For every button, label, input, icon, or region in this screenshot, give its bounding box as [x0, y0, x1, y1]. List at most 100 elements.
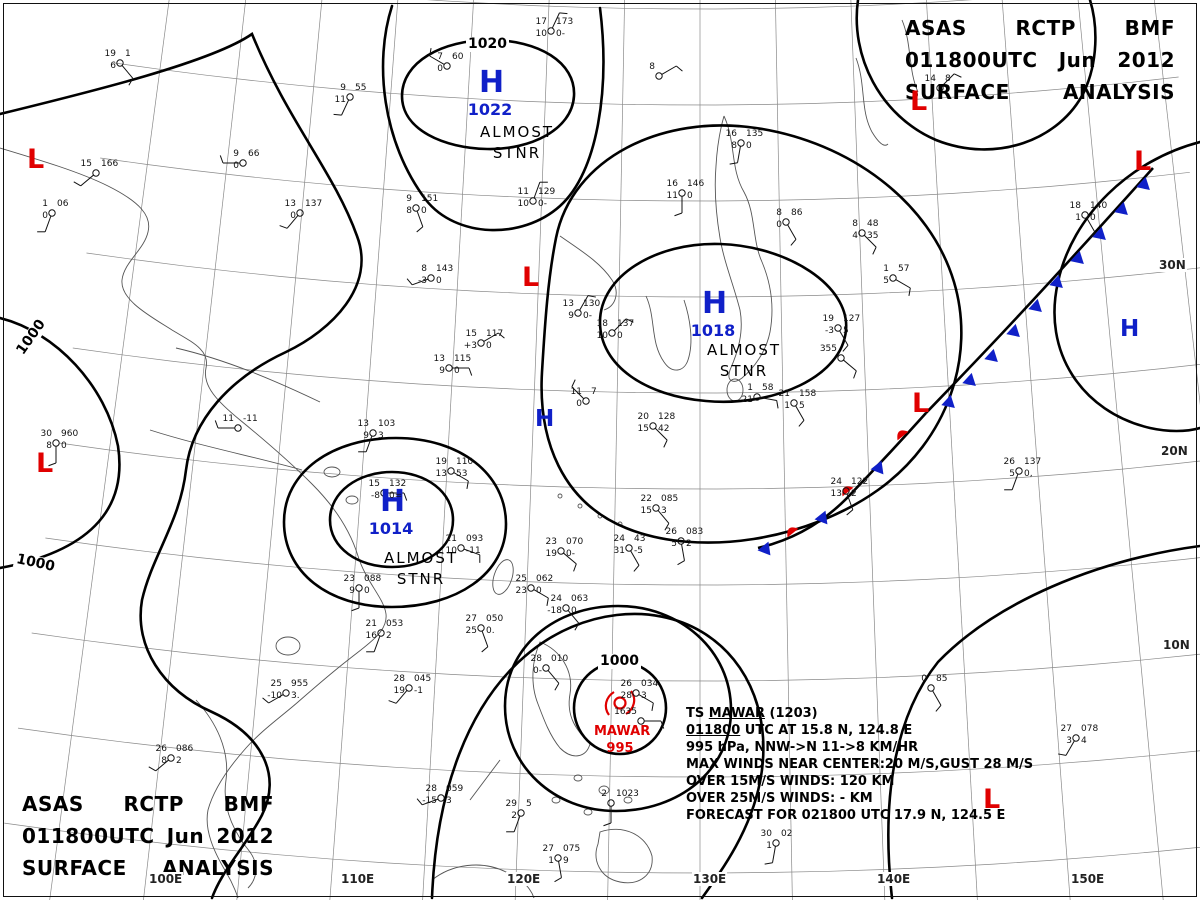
station-circle	[554, 854, 562, 862]
latitude-label: 10N	[1162, 638, 1191, 652]
station-dewpoint: 0	[233, 161, 239, 171]
station-temp: 26	[665, 527, 677, 537]
station-pressure: 143	[436, 264, 454, 274]
station-pressure: 059	[446, 784, 464, 794]
station-circle	[477, 339, 485, 347]
station-dewpoint: 19	[393, 686, 405, 696]
station-pressure: 129	[538, 187, 556, 197]
station-pressure: 1023	[616, 789, 639, 799]
wind-barb-shaft	[661, 65, 677, 75]
station-pressure: 062	[536, 574, 554, 584]
wind-barb-shaft	[863, 234, 877, 248]
parallel-line	[113, 62, 1179, 106]
title-block-bottom-left: ASAS RCTP BMF 011800UTC Jun 2012 SURFACE…	[22, 792, 274, 888]
wind-barb-tick	[1058, 753, 1067, 756]
wind-barb-tick	[776, 400, 779, 409]
station-dewpoint: 4	[852, 231, 858, 241]
station-pressure: 66	[248, 149, 260, 159]
longitude-label: 110E	[340, 872, 376, 886]
wind-barb-shaft	[760, 397, 777, 401]
station-dewpoint: 8	[46, 441, 52, 451]
station-pressure: 010	[551, 654, 569, 664]
longitude-label: 140E	[876, 872, 912, 886]
station-circle	[834, 324, 842, 332]
wind-barb-shaft	[395, 690, 408, 704]
title-line: ASAS RCTP BMF	[22, 792, 274, 816]
station-dewpoint: 28	[620, 691, 632, 701]
wind-barb-shaft	[533, 589, 549, 599]
cold-front-triangle	[814, 510, 828, 525]
wind-barb-tick	[729, 162, 738, 165]
storm-info-line: OVER 25M/S WINDS: - KM	[686, 791, 873, 806]
meridian-line	[49, 0, 170, 900]
meridian-line	[514, 0, 550, 900]
station-tendency: 3	[641, 691, 647, 701]
station-circle	[443, 62, 451, 70]
isobar-topright	[855, 0, 1097, 151]
wind-barb-tick	[219, 155, 224, 164]
coastline-taiwan	[492, 559, 514, 595]
station-circle	[377, 629, 385, 637]
latitude-label: 20N	[1160, 444, 1189, 458]
station-tendency: 0	[454, 366, 460, 376]
wind-barb-tick	[790, 238, 797, 246]
station-dewpoint: 0	[776, 220, 782, 230]
wind-barb-shaft	[513, 815, 521, 832]
isobar-value-label: 1020	[466, 36, 509, 52]
station-circle	[557, 547, 565, 555]
lake	[345, 495, 359, 505]
station-circle	[607, 799, 615, 807]
wind-barb-shaft	[483, 332, 499, 342]
warm-front-semicircle	[787, 527, 799, 538]
wind-barb-tick	[559, 12, 568, 15]
station-circle	[842, 487, 850, 495]
station-temp: 13	[284, 199, 296, 209]
wind-barb-tick	[625, 318, 634, 323]
station-temp: 30	[40, 429, 52, 439]
wind-barb-shaft	[846, 493, 854, 510]
tropical-storm-icon	[604, 690, 636, 716]
wind-barb-shaft	[638, 694, 654, 704]
station-tendency: 2	[686, 539, 692, 549]
station-dewpoint: 1	[766, 841, 772, 851]
isobar-1014-outer	[282, 436, 508, 609]
station-temp: 28	[530, 654, 542, 664]
station-pressure: 151	[421, 194, 439, 204]
station-tendency: 0	[536, 586, 542, 596]
storm-name-label: MAWAR	[594, 724, 651, 739]
station-dewpoint: 31	[613, 546, 625, 556]
wind-barb-tick	[587, 295, 596, 298]
isobar-value-label: 1000	[598, 653, 641, 669]
station-pressure: 088	[364, 574, 382, 584]
station-circle	[655, 72, 663, 80]
station-circle	[234, 424, 242, 432]
wind-barb-tick	[935, 704, 942, 712]
station-dewpoint: 0	[290, 211, 296, 221]
station-temp: 23	[545, 537, 557, 547]
cold-front-triangle	[1049, 274, 1063, 289]
station-temp: 1	[42, 199, 48, 209]
station-temp: 9	[340, 83, 346, 93]
wind-barb-shaft	[1011, 473, 1019, 490]
station-temp: 1	[747, 383, 753, 393]
station-temp: 21	[778, 389, 790, 399]
low-pressure-symbol: L	[36, 448, 54, 479]
cold-front-triangle	[757, 541, 771, 556]
wind-barb-tick	[872, 246, 877, 255]
station-circle	[447, 467, 455, 475]
wind-barb-tick	[279, 225, 288, 229]
storm-info-line: 011800 UTC AT 15.8 N, 124.8 E	[686, 723, 913, 738]
station-dewpoint: 0	[437, 64, 443, 74]
wind-barb-shaft	[681, 544, 685, 561]
low-pressure-symbol: L	[910, 86, 928, 117]
wind-barb-shaft	[1086, 217, 1096, 233]
station-dewpoint: 16	[365, 631, 377, 641]
station-dewpoint: 8	[406, 206, 412, 216]
coastlines	[0, 19, 919, 899]
station-temp: 17	[535, 17, 547, 27]
storm-info-line: TS MAWAR (1203)	[686, 706, 818, 721]
wind-barb-tick	[663, 439, 668, 448]
station-temp: 29	[505, 799, 517, 809]
